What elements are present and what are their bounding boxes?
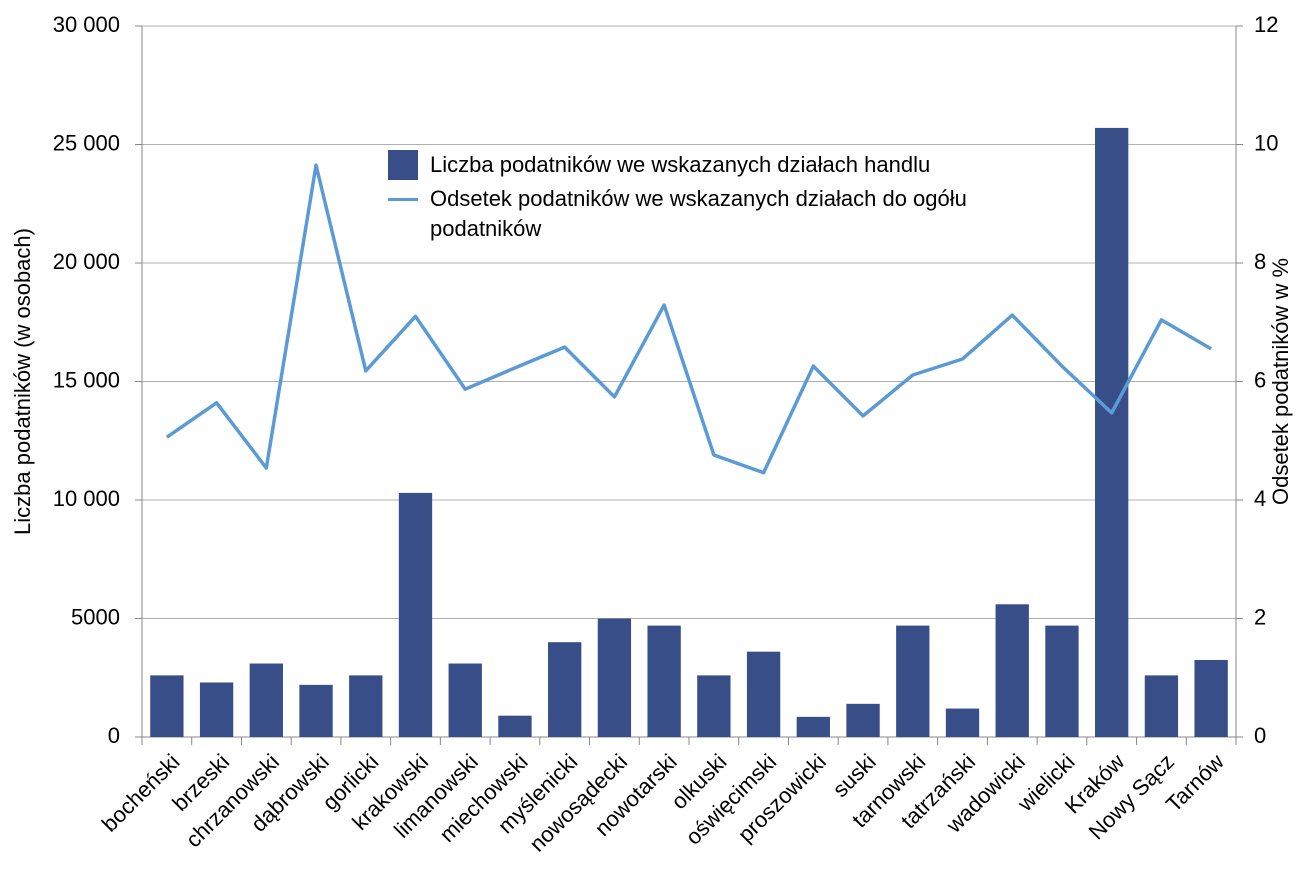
bar bbox=[448, 663, 482, 737]
y2-tick-label: 12 bbox=[1254, 12, 1278, 37]
y2-tick-label: 8 bbox=[1254, 249, 1266, 274]
y2-tick-label: 0 bbox=[1254, 723, 1266, 748]
bar bbox=[995, 604, 1029, 737]
y-tick-label: 30 000 bbox=[53, 12, 120, 37]
y2-tick-label: 4 bbox=[1254, 486, 1266, 511]
y2-tick-label: 10 bbox=[1254, 130, 1278, 155]
y-tick-label: 20 000 bbox=[53, 249, 120, 274]
bar bbox=[846, 703, 880, 737]
y-tick-label: 25 000 bbox=[53, 130, 120, 155]
bar bbox=[398, 492, 433, 737]
bar bbox=[896, 625, 930, 737]
legend-swatch bbox=[388, 150, 418, 180]
bar bbox=[697, 675, 731, 737]
legend: Liczba podatników we wskazanych działach… bbox=[388, 150, 1048, 244]
bar bbox=[796, 716, 830, 737]
bar bbox=[548, 642, 582, 737]
bar bbox=[1095, 127, 1129, 737]
bar bbox=[199, 682, 234, 737]
y-tick-label: 15 000 bbox=[53, 367, 120, 392]
bar bbox=[498, 715, 532, 737]
line bbox=[165, 163, 1213, 475]
bar bbox=[1045, 625, 1079, 737]
y-tick-label: 10 000 bbox=[53, 486, 120, 511]
y-tick-label: 0 bbox=[108, 723, 120, 748]
bar bbox=[249, 663, 283, 737]
y2-tick-label: 2 bbox=[1254, 604, 1266, 629]
legend-entry: Odsetek podatników we wskazanych działac… bbox=[388, 184, 970, 244]
y2-tick-label: 6 bbox=[1254, 367, 1266, 392]
bar bbox=[299, 684, 333, 737]
bar bbox=[150, 675, 184, 737]
legend-label: Liczba podatników we wskazanych działach… bbox=[430, 152, 931, 177]
legend-label: Odsetek podatników we wskazanych działac… bbox=[430, 186, 967, 241]
y2-axis-title: Odsetek podatników w % bbox=[1268, 258, 1293, 505]
y-tick-label: 5000 bbox=[71, 604, 120, 629]
bar bbox=[945, 708, 980, 737]
bar bbox=[746, 651, 781, 737]
y-axis-title: Liczba podatników (w osobach) bbox=[10, 228, 35, 535]
legend-entry: Liczba podatników we wskazanych działach… bbox=[388, 150, 1048, 180]
bar bbox=[349, 675, 383, 737]
legend-swatch bbox=[388, 198, 418, 201]
bar bbox=[1144, 675, 1179, 737]
bar bbox=[1194, 659, 1228, 737]
bar bbox=[647, 625, 681, 737]
bar bbox=[597, 618, 632, 737]
